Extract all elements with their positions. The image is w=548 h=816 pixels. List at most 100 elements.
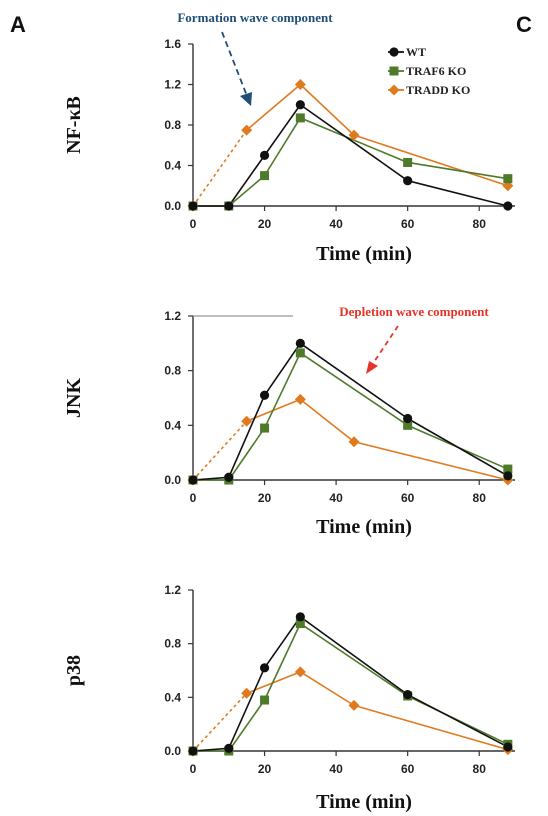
data-point — [260, 423, 270, 433]
data-point — [503, 464, 513, 474]
series-line-segment — [353, 704, 509, 751]
x-tick-label: 0 — [190, 762, 197, 776]
y-tick-label: 0.0 — [164, 199, 181, 213]
data-point — [224, 472, 234, 482]
series-line-segment — [228, 394, 266, 478]
y-tick-label: 1.2 — [164, 309, 181, 323]
legend-marker — [389, 47, 399, 57]
series-line-segment — [407, 693, 509, 748]
data-point — [260, 695, 270, 705]
depletion-annotation: Depletion wave component — [339, 304, 489, 319]
formation-arrow-shaft — [221, 31, 248, 97]
data-point — [403, 157, 413, 167]
x-axis-label: Time (min) — [316, 243, 412, 265]
series-line-segment — [299, 671, 355, 707]
data-point — [295, 100, 305, 110]
panel-label-c: C — [516, 12, 532, 37]
series-line-segment — [263, 104, 301, 156]
x-axis-label: Time (min) — [316, 516, 412, 538]
series-line-segment — [228, 699, 266, 752]
data-point — [188, 475, 198, 485]
series-line-segment — [299, 616, 409, 696]
y-tick-label: 0.8 — [164, 364, 181, 378]
series-line-segment — [192, 420, 248, 481]
series-line-segment — [228, 427, 266, 481]
chart-panel-2: 0.0 0.4 0.8 1.2 0 20 40 60 80 JNK Time (min) — [63, 309, 515, 538]
data-point — [259, 150, 270, 160]
chart-panel-1: 0.0 0.4 0.8 1.2 1.6 0 20 40 60 80 NF-κB Time (min) W… — [63, 37, 515, 265]
series-line-segment — [192, 692, 248, 752]
x-tick-label: 60 — [401, 491, 415, 505]
series-line-segment — [299, 622, 409, 697]
series-line-segment — [299, 83, 355, 136]
x-tick-label: 80 — [473, 217, 487, 231]
y-tick-label: 0.4 — [164, 159, 181, 173]
x-tick-label: 80 — [473, 491, 487, 505]
series-line-segment — [263, 342, 301, 396]
x-axis-label: Time (min) — [316, 791, 412, 813]
y-tick-label: 0.4 — [164, 690, 181, 704]
x-tick-label: 0 — [190, 491, 197, 505]
x-tick-label: 80 — [473, 762, 487, 776]
formation-annotation: Formation wave component — [177, 10, 333, 25]
series-line-segment — [228, 667, 266, 749]
series-line-segment — [228, 154, 266, 207]
data-point — [259, 390, 270, 400]
series-line-segment — [353, 134, 509, 187]
series-line-segment — [246, 83, 301, 131]
data-point — [295, 113, 305, 123]
y-tick-label: 1.6 — [164, 37, 181, 51]
data-point — [348, 699, 360, 711]
data-point — [295, 619, 305, 629]
data-point — [503, 742, 513, 752]
legend-marker — [388, 84, 400, 96]
y-tick-label: 0.0 — [164, 473, 181, 487]
y-tick-label: 0.0 — [164, 744, 181, 758]
series-line-segment — [192, 747, 229, 752]
data-point — [259, 663, 270, 673]
data-point — [295, 338, 305, 348]
y-tick-label: 1.2 — [164, 583, 181, 597]
series-line-segment — [263, 117, 302, 177]
y-tick-label: 0.8 — [164, 118, 181, 132]
series-line-segment — [263, 616, 301, 669]
chart-panel-3: 0.0 0.4 0.8 1.2 0 20 40 60 80 p38 Time (min) — [63, 583, 515, 813]
data-point — [241, 687, 253, 699]
x-tick-label: 20 — [258, 762, 272, 776]
data-point — [503, 201, 513, 211]
x-tick-label: 20 — [258, 491, 272, 505]
data-point — [348, 129, 360, 141]
data-point — [403, 420, 413, 430]
series-line-segment — [407, 161, 508, 180]
data-point — [241, 124, 253, 136]
data-point — [188, 201, 198, 211]
series-line-segment — [353, 440, 509, 481]
x-tick-label: 40 — [329, 762, 343, 776]
data-point — [503, 174, 513, 184]
data-point — [403, 690, 413, 700]
y-tick-label: 0.8 — [164, 637, 181, 651]
series-line-segment — [263, 352, 302, 429]
y-tick-label: 0.4 — [164, 418, 181, 432]
x-tick-label: 60 — [401, 217, 415, 231]
data-point — [294, 666, 306, 678]
series-line-segment — [299, 398, 355, 443]
series-line-segment — [228, 175, 266, 207]
data-point — [241, 415, 253, 427]
x-tick-label: 20 — [258, 217, 272, 231]
x-tick-label: 40 — [329, 217, 343, 231]
series-line-segment — [299, 104, 409, 182]
x-tick-label: 0 — [190, 217, 197, 231]
data-point — [294, 393, 306, 405]
data-point — [503, 471, 513, 481]
data-point — [295, 348, 305, 358]
depletion-arrow-shaft — [371, 325, 399, 366]
data-point — [260, 171, 270, 181]
data-point — [295, 612, 305, 622]
series-line-segment — [263, 623, 302, 701]
y-tick-label: 1.2 — [164, 78, 181, 92]
series-line-segment — [407, 179, 509, 207]
data-point — [224, 201, 234, 211]
y-axis-label: p38 — [63, 655, 85, 686]
legend-entry: TRAF6 KO — [406, 64, 466, 78]
